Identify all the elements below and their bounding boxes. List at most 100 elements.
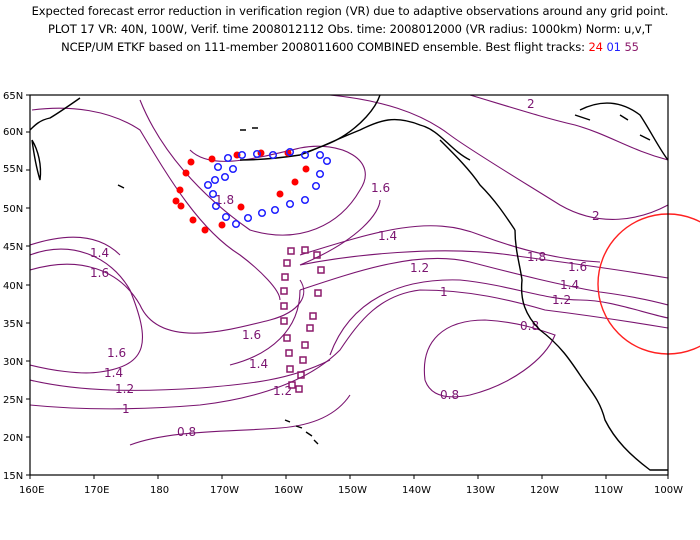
contour-1-6-west — [30, 263, 305, 334]
blue-track-point — [243, 213, 253, 223]
red-track-point — [291, 178, 299, 186]
blue-track-point — [270, 205, 280, 215]
red-track-point — [187, 158, 195, 166]
blue-track-point — [210, 175, 220, 185]
north-america-east-edge — [579, 102, 668, 161]
baja-mexico — [539, 329, 668, 471]
purple-track-point — [301, 246, 309, 254]
contour-1-8-east — [299, 225, 601, 263]
lat-label: 15N — [3, 471, 23, 482]
contour-label: 1.4 — [90, 246, 109, 260]
tick-marks — [26, 94, 669, 479]
title-line-2: PLOT 17 VR: 40N, 100W, Verif. time 20080… — [48, 22, 652, 36]
island-bits — [117, 114, 651, 189]
track-red-label: 24 — [588, 40, 603, 54]
contour-label: 1.2 — [410, 261, 429, 275]
blue-track-point — [285, 147, 295, 157]
red-track-point — [302, 165, 310, 173]
purple-track-point — [286, 365, 294, 373]
purple-track-point — [287, 247, 295, 255]
contour-label: 1.6 — [371, 181, 390, 195]
lon-label: 170E — [84, 485, 109, 496]
lon-label: 160W — [274, 485, 303, 496]
lon-label: 160E — [19, 485, 44, 496]
blue-track-point — [213, 162, 223, 172]
contour-1-4-mid — [229, 289, 301, 366]
blue-track-point — [257, 208, 267, 218]
title-line-1: Expected forecast error reduction in ver… — [31, 4, 669, 18]
track-55-purple — [280, 246, 325, 393]
contour-label: 1.2 — [273, 384, 292, 398]
lat-label: 45N — [3, 242, 23, 253]
aleutian-chain — [239, 154, 301, 161]
contour-label: 1.6 — [568, 260, 587, 274]
contour-label: 1 — [440, 285, 448, 299]
blue-track-point — [252, 149, 262, 159]
blue-track-point — [237, 150, 247, 160]
contour-0-8-central — [129, 394, 351, 446]
contour-1-6-east — [299, 199, 668, 279]
purple-track-point — [313, 251, 321, 259]
purple-track-point — [314, 289, 322, 297]
contour-label: 1.2 — [115, 382, 134, 396]
contour-label: 1.8 — [215, 193, 234, 207]
contour-2-north — [329, 95, 668, 220]
red-track-point — [177, 202, 185, 210]
blue-track-point — [223, 153, 233, 163]
purple-track-point — [299, 356, 307, 364]
lon-label: 150W — [338, 485, 367, 496]
purple-track-point — [281, 273, 289, 281]
lat-label: 65N — [3, 91, 23, 102]
blue-track-point — [211, 201, 221, 211]
blue-track-point — [228, 164, 238, 174]
red-track-point — [189, 216, 197, 224]
purple-track-point — [283, 259, 291, 267]
contour-2-upper — [469, 95, 668, 161]
lat-label: 40N — [3, 281, 23, 292]
purple-track-point — [280, 317, 288, 325]
contour-label: 0.8 — [440, 388, 459, 402]
lon-label: 100W — [654, 485, 683, 496]
contour-label: 1 — [122, 402, 130, 416]
red-track-point — [182, 169, 190, 177]
blue-track-point — [221, 212, 231, 222]
contour-1-4-west — [30, 248, 143, 374]
lon-label: 110W — [594, 485, 623, 496]
alaska-peninsula — [299, 95, 471, 161]
contour-1-2-east — [329, 279, 668, 356]
contour-label: 1.6 — [242, 328, 261, 342]
contour-labels: 2 2 1.8 1.8 1.6 1.6 1.6 1.6 1.6 1.4 1.4 … — [90, 97, 600, 439]
lon-label: 170W — [210, 485, 239, 496]
purple-track-point — [283, 334, 291, 342]
blue-track-point — [315, 169, 325, 179]
track-blue-label: 01 — [606, 40, 621, 54]
title-line-3-prefix: NCEP/UM ETKF based on 111-member 2008011… — [61, 40, 585, 54]
red-track-point — [237, 203, 245, 211]
us-west-coast — [514, 229, 541, 331]
contour-label: 2 — [527, 97, 535, 111]
lat-label: 25N — [3, 395, 23, 406]
verification-region-circle — [597, 213, 700, 355]
contour-label: 1.6 — [107, 346, 126, 360]
purple-track-point — [295, 385, 303, 393]
contour-1 — [30, 289, 668, 410]
blue-track-point — [315, 150, 325, 160]
lon-label: 180 — [150, 485, 169, 496]
lat-label: 55N — [3, 164, 23, 175]
blue-track-point — [231, 219, 241, 229]
map-title: Expected forecast error reduction in ver… — [0, 2, 700, 56]
lat-label: 30N — [3, 357, 23, 368]
purple-track-point — [297, 371, 305, 379]
coastlines — [30, 95, 668, 471]
contour-label: 1.4 — [378, 229, 397, 243]
purple-track-point — [285, 349, 293, 357]
blue-track-point — [300, 195, 310, 205]
blue-track-point — [300, 150, 310, 160]
lon-label: 130W — [466, 485, 495, 496]
bc-coast — [439, 139, 516, 231]
blue-track-point — [322, 156, 332, 166]
purple-track-point — [288, 381, 296, 389]
lon-label: 140W — [402, 485, 431, 496]
purple-track-point — [309, 312, 317, 320]
